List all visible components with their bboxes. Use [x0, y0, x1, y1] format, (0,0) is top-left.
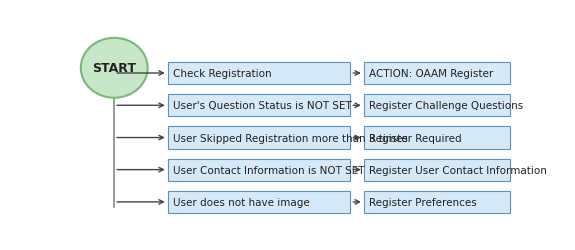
- Text: Register Preferences: Register Preferences: [369, 197, 477, 207]
- Text: User Skipped Registration more than 3 times: User Skipped Registration more than 3 ti…: [173, 133, 408, 143]
- FancyBboxPatch shape: [168, 159, 350, 181]
- FancyBboxPatch shape: [168, 63, 350, 85]
- FancyBboxPatch shape: [364, 159, 510, 181]
- Text: Check Registration: Check Registration: [173, 69, 271, 79]
- Text: START: START: [92, 62, 136, 75]
- FancyBboxPatch shape: [364, 63, 510, 85]
- Text: Register User Contact Information: Register User Contact Information: [369, 165, 547, 175]
- FancyBboxPatch shape: [364, 127, 510, 149]
- Text: User Contact Information is NOT SET: User Contact Information is NOT SET: [173, 165, 365, 175]
- FancyBboxPatch shape: [364, 95, 510, 117]
- Text: Register Challenge Questions: Register Challenge Questions: [369, 101, 523, 111]
- Text: User's Question Status is NOT SET: User's Question Status is NOT SET: [173, 101, 352, 111]
- FancyBboxPatch shape: [168, 127, 350, 149]
- Text: Register Required: Register Required: [369, 133, 462, 143]
- FancyBboxPatch shape: [364, 191, 510, 213]
- Ellipse shape: [81, 39, 148, 98]
- FancyBboxPatch shape: [168, 191, 350, 213]
- FancyBboxPatch shape: [168, 95, 350, 117]
- Text: ACTION: OAAM Register: ACTION: OAAM Register: [369, 69, 493, 79]
- Text: User does not have image: User does not have image: [173, 197, 310, 207]
